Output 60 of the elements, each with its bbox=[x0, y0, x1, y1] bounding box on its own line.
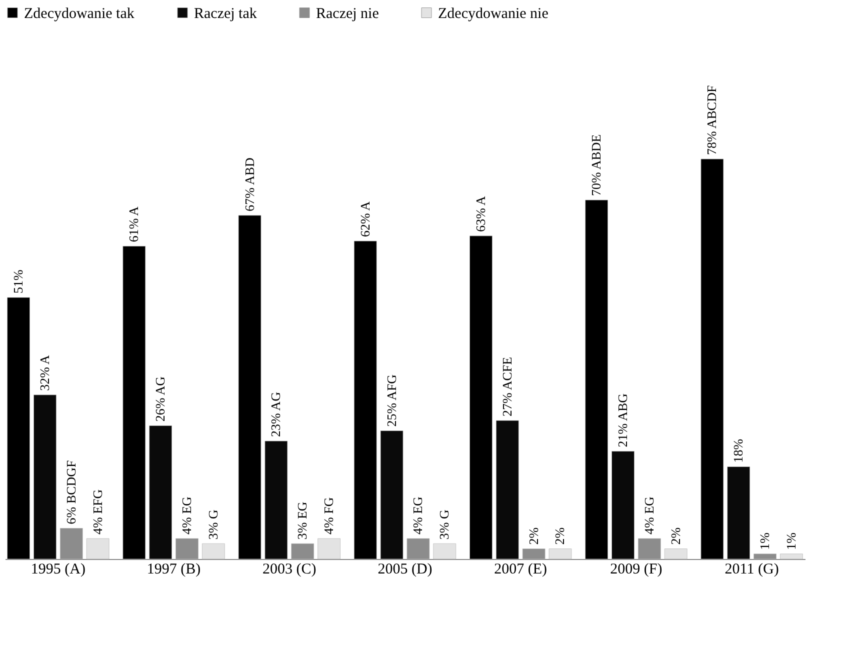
data-label: 23% AG bbox=[268, 392, 284, 438]
data-label: 26% AG bbox=[152, 376, 168, 422]
legend-label: Zdecydowanie nie bbox=[438, 6, 549, 22]
bar bbox=[264, 440, 288, 560]
bar bbox=[34, 394, 56, 560]
data-label: 27% ACFE bbox=[499, 356, 514, 417]
data-label: 63% A bbox=[472, 196, 488, 232]
data-label: 18% bbox=[730, 438, 746, 463]
x-tick-label: 2005 (D) bbox=[378, 562, 432, 578]
data-label: 3% G bbox=[436, 510, 452, 540]
data-label: 4% EG bbox=[410, 496, 426, 534]
data-label: 3% G bbox=[205, 510, 220, 540]
data-label: 67% ABD bbox=[242, 158, 257, 212]
data-label: 4% EG bbox=[641, 496, 656, 534]
x-tick-label: 2011 (G) bbox=[724, 562, 779, 578]
x-tick-label: 2007 (E) bbox=[494, 562, 548, 578]
data-label: 62% A bbox=[357, 200, 372, 238]
bar bbox=[700, 158, 724, 560]
bar bbox=[433, 543, 456, 560]
legend-label: Raczej tak bbox=[194, 6, 258, 22]
bar bbox=[202, 543, 225, 560]
bar bbox=[354, 240, 377, 560]
bar bbox=[149, 425, 172, 560]
data-label: 3% EG bbox=[294, 502, 310, 540]
data-label: 4% FG bbox=[321, 497, 336, 534]
bar bbox=[7, 297, 30, 560]
data-label: 2% bbox=[668, 527, 683, 545]
x-tick-label: 1997 (B) bbox=[146, 562, 201, 578]
legend-label: Raczej nie bbox=[316, 6, 380, 22]
data-label: 1% bbox=[757, 532, 772, 550]
data-label: 21% ABG bbox=[615, 393, 630, 448]
bar bbox=[585, 200, 608, 560]
x-tick-label: 2009 (F) bbox=[610, 562, 662, 578]
bar bbox=[727, 466, 750, 560]
data-label: 51% bbox=[10, 269, 26, 294]
bar bbox=[122, 246, 146, 560]
bar bbox=[470, 236, 492, 560]
data-label: 4% EFG bbox=[90, 489, 105, 534]
data-label: 2% bbox=[552, 527, 568, 545]
bar bbox=[238, 215, 262, 560]
bar bbox=[86, 538, 110, 560]
data-label: 25% AFG bbox=[384, 374, 399, 427]
data-label: 61% A bbox=[126, 206, 142, 242]
data-label: 32% A bbox=[36, 354, 52, 391]
data-label: 70% ABDE bbox=[588, 134, 604, 196]
bar bbox=[318, 538, 340, 560]
data-label: 2% bbox=[526, 527, 541, 545]
data-label: 1% bbox=[783, 532, 798, 550]
bar bbox=[548, 548, 572, 560]
data-label: 78% ABCDF bbox=[704, 85, 720, 155]
bar bbox=[664, 548, 688, 560]
bar bbox=[612, 451, 634, 560]
data-label: 6% BCDGF bbox=[63, 460, 78, 524]
bar bbox=[780, 554, 803, 560]
bar bbox=[496, 420, 519, 560]
bar bbox=[380, 430, 404, 560]
legend-label: Zdecydowanie tak bbox=[24, 6, 135, 22]
x-tick-label: 1995 (A) bbox=[30, 562, 86, 578]
x-tick-label: 2003 (C) bbox=[262, 562, 316, 578]
data-label: 4% EG bbox=[179, 496, 194, 534]
